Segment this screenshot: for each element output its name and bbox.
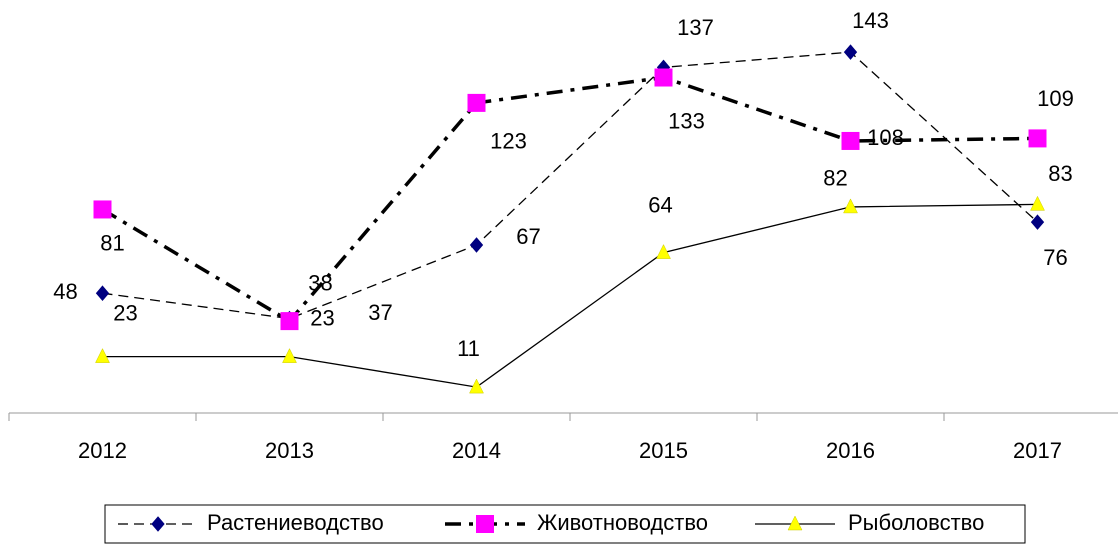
data-label: 23 [113,300,137,325]
data-label: 37 [368,300,392,325]
data-label: 48 [53,279,77,304]
data-point [843,198,858,214]
data-label: 11 [457,336,480,361]
data-label: 108 [867,125,904,150]
data-point [93,200,112,219]
legend-label: Животноводство [537,510,708,535]
data-point [841,131,860,150]
data-label: 83 [1048,161,1072,186]
series-line [101,75,1038,324]
series-line [102,203,1038,388]
x-tick-label: 2014 [452,438,501,463]
data-point [469,378,484,394]
data-label: 137 [677,15,714,40]
data-label: 23 [310,305,334,330]
data-label: 64 [648,192,672,217]
x-tick-label: 2017 [1013,438,1062,463]
data-point [656,244,671,259]
data-label: 38 [308,270,332,295]
data-label: 76 [1043,245,1067,270]
data-label: 143 [852,8,889,33]
x-tick-label: 2012 [78,438,127,463]
data-point [282,348,297,363]
legend-marker [151,516,165,532]
data-point [1030,214,1045,230]
legend-label: Растениеводство [207,510,384,535]
data-point [95,348,110,363]
data-point [95,285,110,301]
legend-marker [787,515,803,531]
series-line [102,51,1038,320]
data-point [843,44,858,60]
data-label: 82 [823,166,847,191]
legend-marker [476,515,494,533]
x-tick-label: 2013 [265,438,314,463]
data-label: 109 [1037,86,1074,111]
data-point [1030,195,1045,211]
legend-box [104,504,1026,544]
data-label: 123 [490,129,527,154]
data-point [654,68,673,87]
data-label: 81 [100,230,124,255]
data-point [280,312,299,331]
x-tick-label: 2016 [826,438,875,463]
legend-label: Рыболовство [848,510,984,535]
data-label: 67 [516,224,540,249]
data-point [469,237,484,253]
x-tick-label: 2015 [639,438,688,463]
data-label: 133 [668,108,705,133]
data-point [1028,129,1047,148]
data-point [467,93,486,112]
